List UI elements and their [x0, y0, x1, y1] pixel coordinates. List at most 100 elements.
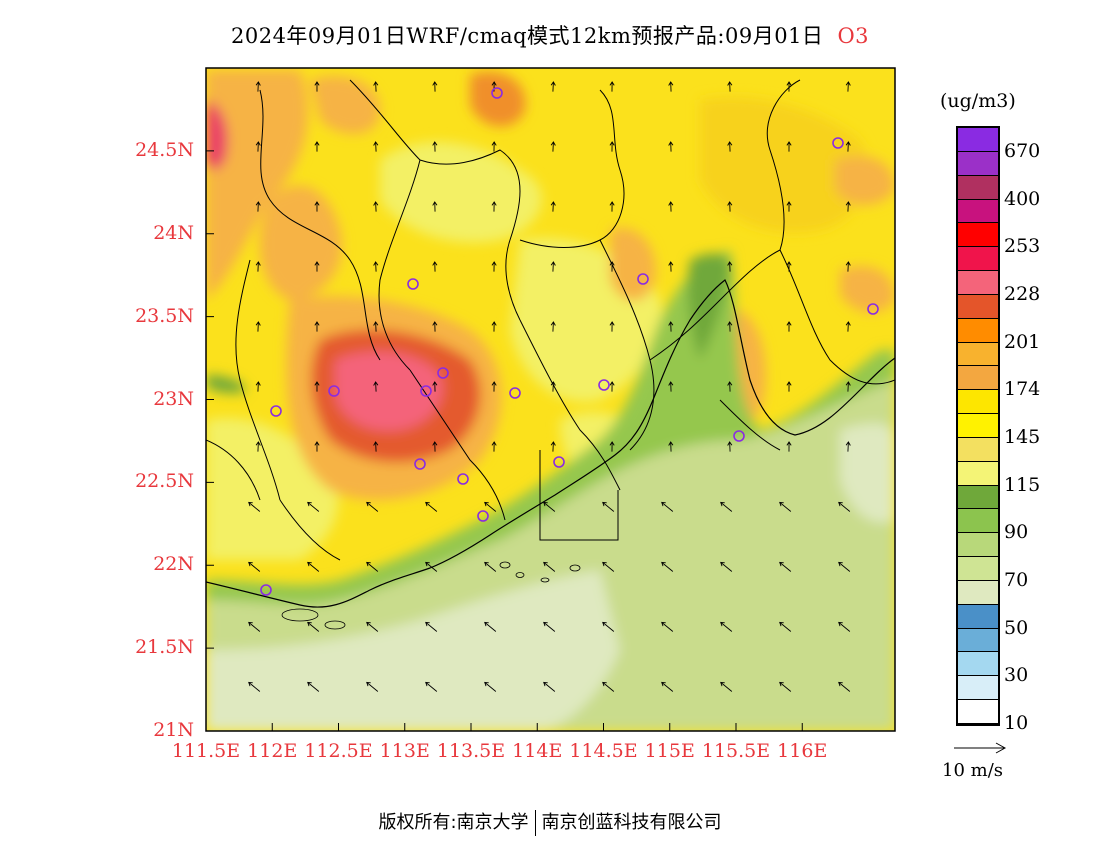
colorbar-swatch [958, 414, 998, 438]
colorbar-label: 115 [1004, 473, 1041, 496]
wind-arrow [727, 261, 733, 272]
wind-arrow [720, 621, 733, 632]
station-marker [733, 430, 745, 442]
lat-tick-label: 21N [153, 719, 194, 741]
wind-arrow [786, 81, 792, 92]
station-marker [457, 473, 469, 485]
wind-arrow [727, 381, 733, 392]
station-marker [637, 273, 649, 285]
station-marker [407, 278, 419, 290]
colorbar-swatch [958, 509, 998, 534]
wind-arrow [602, 501, 615, 512]
wind-arrow [602, 561, 615, 572]
wind-arrow [314, 381, 320, 392]
wind-arrow [307, 621, 320, 632]
colorbar-swatch [958, 485, 998, 510]
footer: 版权所有:南京大学 南京创蓝科技有限公司 [0, 808, 1100, 836]
wind-arrow [668, 201, 674, 212]
colorbar-label: 50 [1004, 616, 1029, 639]
wind-arrow [248, 621, 261, 632]
wind-arrow [550, 201, 556, 212]
wind-arrow [425, 621, 438, 632]
station-marker [414, 458, 426, 470]
zone-sea [840, 423, 895, 523]
wind-arrow [491, 381, 497, 392]
colorbar-swatch [958, 533, 998, 558]
wind-arrow [543, 681, 556, 692]
colorbar-swatch [958, 199, 998, 224]
wind-arrow [845, 441, 851, 452]
wind-arrow [255, 441, 261, 452]
wind-arrow [432, 141, 438, 152]
wind-reference-label: 10 m/s [942, 760, 1003, 781]
zone-coast-dark [206, 375, 246, 394]
colorbar-label: 90 [1004, 521, 1029, 544]
wind-arrow [425, 681, 438, 692]
wind-arrow [432, 441, 438, 452]
wind-arrow [786, 321, 792, 332]
wind-arrow [609, 321, 615, 332]
wind-arrow [366, 501, 379, 512]
colorbar-swatch [958, 366, 998, 391]
species-label: O3 [837, 24, 870, 48]
wind-arrow [432, 81, 438, 92]
wind-arrow [661, 501, 674, 512]
wind-arrow [307, 681, 320, 692]
wind-arrow [845, 381, 851, 392]
wind-vectors [248, 81, 851, 692]
colorbar-swatch [958, 247, 998, 272]
wind-arrow [255, 141, 261, 152]
wind-arrow [609, 441, 615, 452]
wind-arrow [248, 561, 261, 572]
wind-arrow [720, 681, 733, 692]
zone-orange-light [310, 76, 380, 134]
footer-separator [534, 810, 536, 836]
wind-arrow [550, 381, 556, 392]
wind-arrow [550, 441, 556, 452]
wind-arrow [786, 141, 792, 152]
wind-arrow [255, 81, 261, 92]
wind-arrow [373, 141, 379, 152]
station-marker [477, 510, 489, 522]
colorbar-swatch [958, 151, 998, 176]
zone-orange [470, 71, 526, 127]
wind-arrow [727, 201, 733, 212]
lat-tick-label: 23N [153, 387, 194, 410]
wind-arrow [727, 141, 733, 152]
station-marker [270, 405, 282, 417]
colorbar-unit: (ug/m3) [940, 90, 1016, 112]
wind-arrow [484, 561, 497, 572]
lat-tick-label: 22.5N [135, 470, 194, 493]
wind-arrow [432, 261, 438, 272]
wind-arrow [609, 81, 615, 92]
wind-arrow [255, 321, 261, 332]
wind-arrow [786, 201, 792, 212]
colorbar-swatch [958, 652, 998, 677]
wind-arrow [668, 441, 674, 452]
wind-arrow [779, 621, 792, 632]
wind-arrow [314, 321, 320, 332]
wind-arrow [661, 561, 674, 572]
wind-arrow [484, 681, 497, 692]
lat-tick-label: 24.5N [135, 138, 194, 161]
wind-arrow [720, 561, 733, 572]
lat-tick-label: 21.5N [135, 636, 194, 659]
wind-arrow [550, 81, 556, 92]
wind-arrow [779, 501, 792, 512]
wind-arrow [432, 321, 438, 332]
wind-arrow [543, 621, 556, 632]
station-marker [553, 456, 565, 468]
wind-arrow [314, 201, 320, 212]
zone-orange-light [259, 185, 342, 300]
wind-arrow [727, 441, 733, 452]
wind-arrow [543, 501, 556, 512]
wind-arrow [779, 561, 792, 572]
colorbar-swatch [958, 437, 998, 462]
wind-arrow [307, 501, 320, 512]
colorbar-swatch [958, 271, 998, 295]
lat-tick-label: 22N [153, 553, 194, 576]
wind-arrow [845, 261, 851, 272]
axis-ticks [205, 150, 803, 732]
zone-sea [206, 570, 620, 731]
